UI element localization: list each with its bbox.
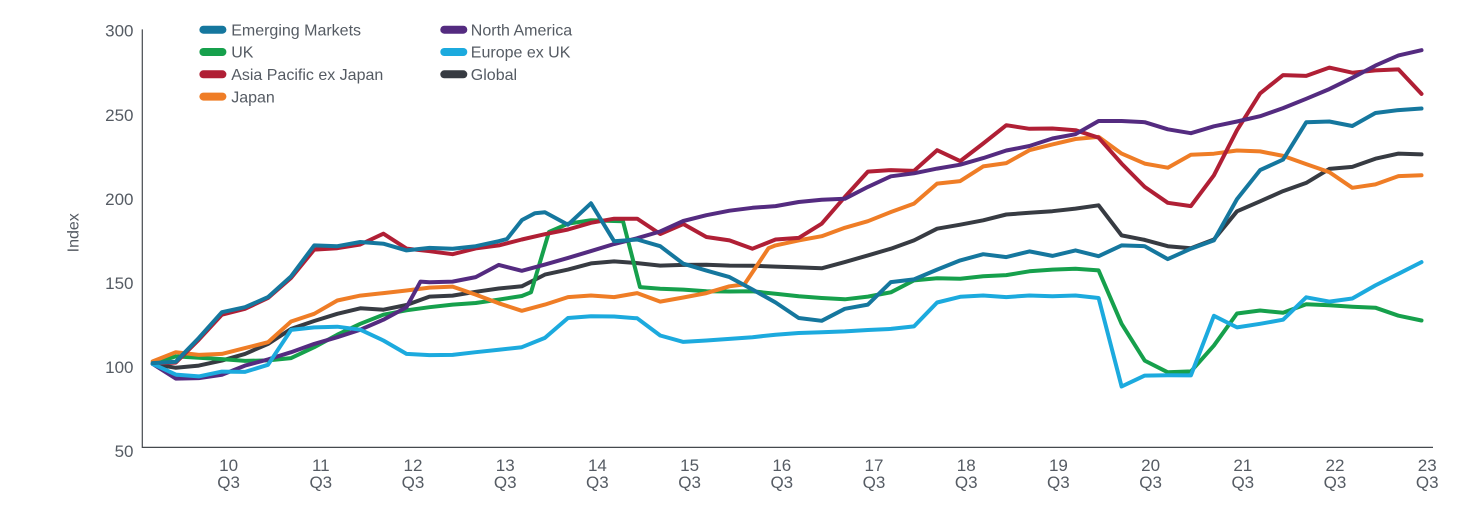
svg-text:North America: North America xyxy=(471,22,572,39)
svg-text:Q3: Q3 xyxy=(1416,473,1439,492)
svg-text:Emerging Markets: Emerging Markets xyxy=(231,22,361,39)
svg-text:150: 150 xyxy=(105,274,133,293)
svg-text:Europe ex UK: Europe ex UK xyxy=(471,45,571,62)
svg-text:Q3: Q3 xyxy=(1139,473,1162,492)
svg-text:100: 100 xyxy=(105,358,133,377)
svg-text:Global: Global xyxy=(471,67,517,84)
svg-text:23: 23 xyxy=(1418,456,1437,475)
svg-text:Japan: Japan xyxy=(231,89,275,106)
svg-text:13: 13 xyxy=(496,456,515,475)
svg-text:Asia Pacific ex Japan: Asia Pacific ex Japan xyxy=(231,67,383,84)
svg-text:Q3: Q3 xyxy=(1324,473,1347,492)
svg-text:Q3: Q3 xyxy=(770,473,793,492)
svg-text:300: 300 xyxy=(105,22,133,41)
svg-text:Q3: Q3 xyxy=(217,473,240,492)
svg-text:Index: Index xyxy=(65,213,82,252)
svg-text:12: 12 xyxy=(404,456,423,475)
svg-text:Q3: Q3 xyxy=(1047,473,1070,492)
svg-text:19: 19 xyxy=(1049,456,1068,475)
svg-text:Q3: Q3 xyxy=(402,473,425,492)
svg-text:20: 20 xyxy=(1141,456,1160,475)
svg-text:10: 10 xyxy=(219,456,238,475)
svg-text:11: 11 xyxy=(312,456,330,475)
svg-text:17: 17 xyxy=(865,456,884,475)
svg-text:250: 250 xyxy=(105,106,133,125)
svg-text:Q3: Q3 xyxy=(494,473,517,492)
svg-text:Q3: Q3 xyxy=(863,473,886,492)
svg-text:16: 16 xyxy=(772,456,791,475)
svg-text:15: 15 xyxy=(680,456,699,475)
svg-text:14: 14 xyxy=(588,456,607,475)
svg-text:Q3: Q3 xyxy=(309,473,332,492)
svg-text:Q3: Q3 xyxy=(678,473,701,492)
svg-text:22: 22 xyxy=(1326,456,1345,475)
svg-text:18: 18 xyxy=(957,456,976,475)
svg-text:21: 21 xyxy=(1233,456,1252,475)
svg-text:Q3: Q3 xyxy=(1231,473,1254,492)
svg-text:UK: UK xyxy=(231,45,254,62)
svg-text:Q3: Q3 xyxy=(586,473,609,492)
svg-text:50: 50 xyxy=(115,442,134,461)
svg-text:200: 200 xyxy=(105,190,133,209)
svg-text:Q3: Q3 xyxy=(955,473,978,492)
